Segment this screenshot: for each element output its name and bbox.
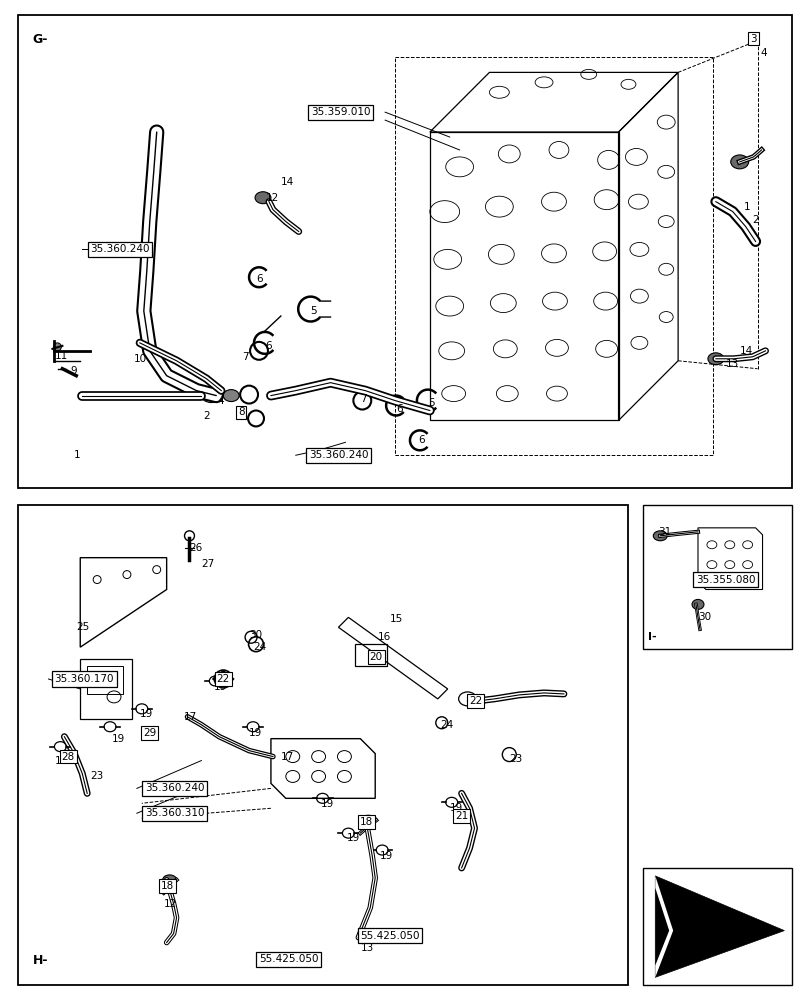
Text: 17: 17 — [183, 712, 196, 722]
Text: 24: 24 — [440, 720, 453, 730]
Text: 6: 6 — [418, 435, 424, 445]
Text: 35.360.240: 35.360.240 — [90, 244, 149, 254]
Text: 12: 12 — [164, 899, 177, 909]
Text: 2: 2 — [752, 215, 758, 225]
Ellipse shape — [707, 353, 723, 365]
Text: 2: 2 — [203, 411, 210, 421]
Text: 16: 16 — [378, 632, 391, 642]
Text: 20: 20 — [369, 652, 382, 662]
Text: 27: 27 — [201, 559, 214, 569]
Text: 1: 1 — [743, 202, 749, 212]
Bar — [87, 666, 122, 694]
Text: 22: 22 — [468, 696, 482, 706]
Text: 18: 18 — [161, 881, 174, 891]
Polygon shape — [654, 876, 672, 977]
Text: 19: 19 — [320, 799, 333, 809]
Text: 14: 14 — [281, 177, 294, 187]
Text: 28: 28 — [62, 752, 75, 762]
Bar — [395, 57, 712, 455]
Text: 11: 11 — [54, 351, 67, 361]
Text: 23: 23 — [508, 754, 522, 764]
Text: 10: 10 — [134, 354, 147, 364]
Ellipse shape — [469, 695, 485, 707]
Text: H-: H- — [32, 954, 48, 967]
Text: 35.360.170: 35.360.170 — [54, 674, 114, 684]
Ellipse shape — [730, 155, 748, 169]
Ellipse shape — [162, 875, 176, 885]
Text: 19: 19 — [139, 709, 153, 719]
Bar — [642, 868, 792, 985]
Text: 35.355.080: 35.355.080 — [695, 575, 754, 585]
Text: 29: 29 — [143, 728, 157, 738]
Text: 31: 31 — [465, 694, 478, 704]
Text: 19: 19 — [54, 756, 67, 766]
Text: 6: 6 — [255, 274, 262, 284]
Text: 5: 5 — [311, 306, 317, 316]
Text: 1: 1 — [74, 450, 81, 460]
Text: 35.360.310: 35.360.310 — [144, 808, 204, 818]
Text: 7: 7 — [360, 394, 367, 404]
Ellipse shape — [255, 192, 271, 204]
Ellipse shape — [691, 599, 703, 609]
Text: 23: 23 — [90, 771, 103, 781]
Text: 17: 17 — [281, 752, 294, 762]
Text: 31: 31 — [658, 527, 671, 537]
Text: 24: 24 — [253, 642, 266, 652]
Ellipse shape — [361, 815, 375, 825]
Polygon shape — [654, 876, 783, 977]
Text: 12: 12 — [266, 193, 279, 203]
Bar — [642, 505, 792, 649]
Text: 5: 5 — [427, 398, 434, 408]
Text: 4: 4 — [760, 47, 766, 57]
Text: 7: 7 — [242, 352, 248, 362]
Text: 22: 22 — [217, 674, 230, 684]
Bar — [355, 644, 387, 666]
Text: 15: 15 — [389, 614, 403, 624]
Ellipse shape — [201, 389, 221, 403]
Text: 6: 6 — [396, 404, 402, 414]
Text: 19: 19 — [346, 833, 359, 843]
Text: 8: 8 — [238, 407, 244, 417]
Text: 19: 19 — [249, 728, 262, 738]
Text: 13: 13 — [725, 359, 738, 369]
Text: 35.360.240: 35.360.240 — [144, 783, 204, 793]
Text: 26: 26 — [189, 543, 203, 553]
Text: 21: 21 — [454, 811, 468, 821]
Text: 3: 3 — [749, 34, 756, 44]
Ellipse shape — [223, 390, 239, 402]
Text: 35.359.010: 35.359.010 — [311, 107, 370, 117]
Ellipse shape — [54, 343, 62, 351]
Text: 9: 9 — [71, 366, 77, 376]
Text: 19: 19 — [449, 803, 462, 813]
Bar — [18, 505, 628, 985]
Text: 19: 19 — [380, 851, 393, 861]
Text: 30: 30 — [697, 612, 710, 622]
Text: 6: 6 — [264, 341, 271, 351]
Ellipse shape — [653, 531, 667, 541]
Text: 19: 19 — [213, 682, 226, 692]
Text: 18: 18 — [359, 817, 372, 827]
Text: I-: I- — [647, 632, 656, 642]
Text: G-: G- — [32, 33, 48, 46]
Text: 25: 25 — [76, 622, 89, 632]
Text: 14: 14 — [739, 346, 752, 356]
Text: 55.425.050: 55.425.050 — [360, 931, 419, 941]
Text: 30: 30 — [249, 630, 262, 640]
Text: 13: 13 — [360, 943, 373, 953]
Bar — [18, 15, 792, 488]
Text: 55.425.050: 55.425.050 — [259, 954, 318, 964]
Text: 35.360.240: 35.360.240 — [308, 450, 367, 460]
Text: 4: 4 — [217, 396, 224, 406]
Text: 19: 19 — [112, 734, 125, 744]
